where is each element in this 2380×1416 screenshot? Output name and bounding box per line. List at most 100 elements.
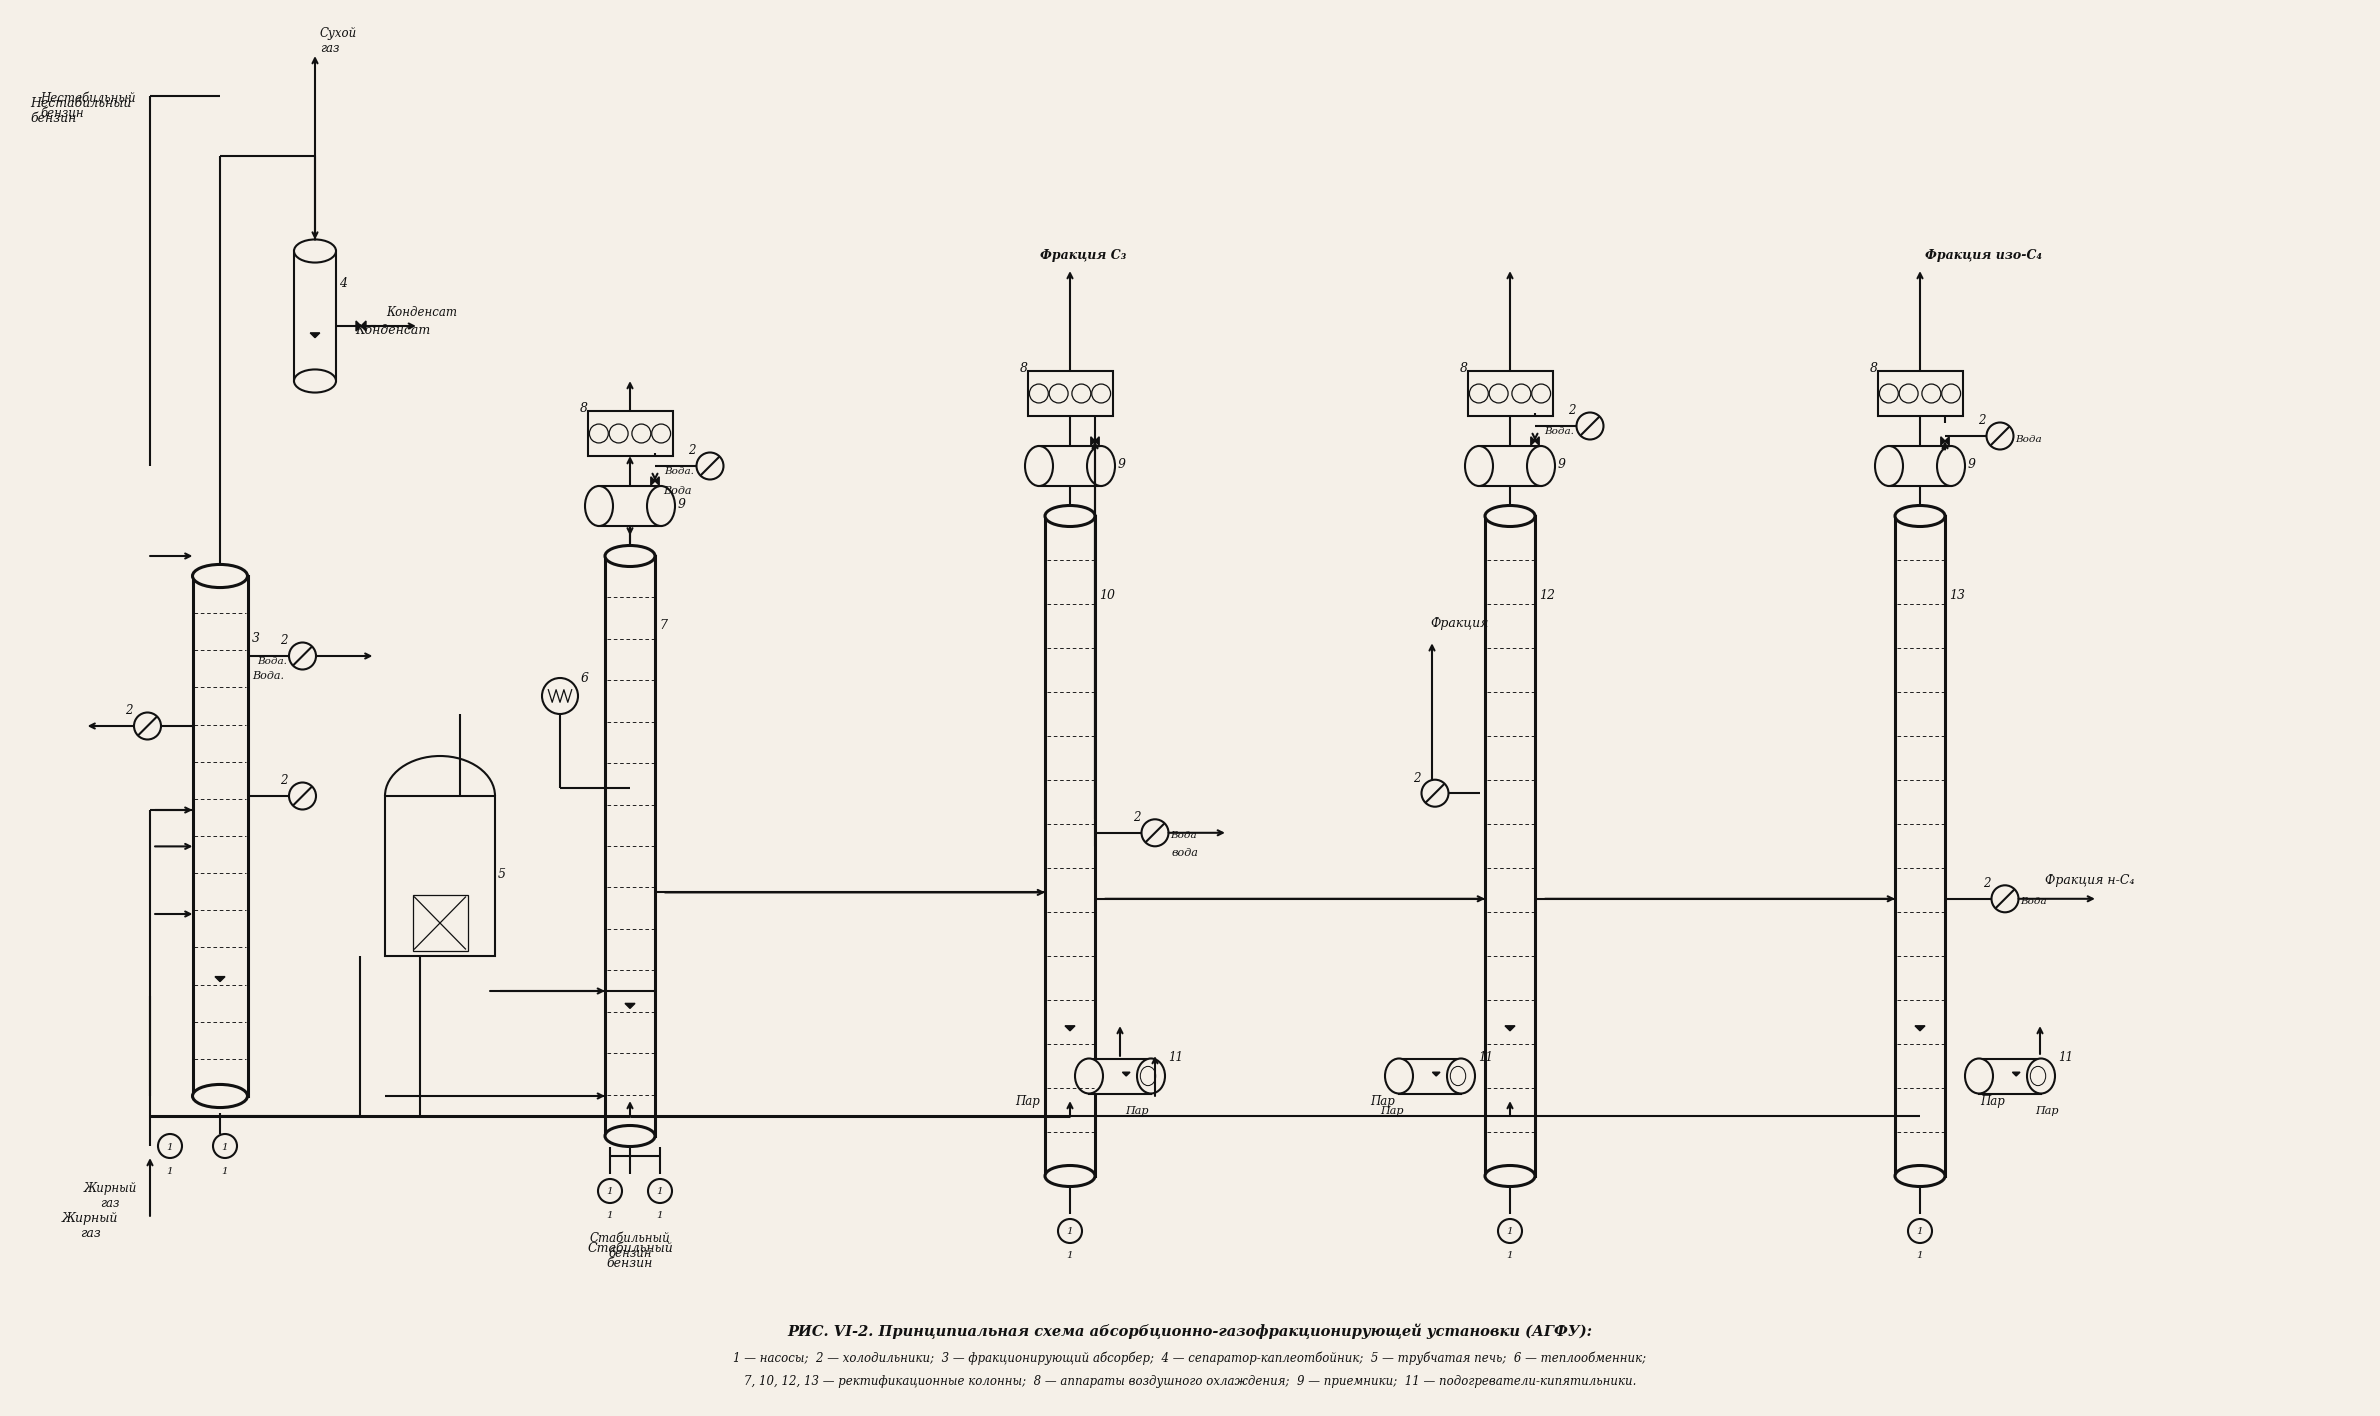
- Polygon shape: [1535, 436, 1540, 445]
- Text: 12: 12: [1540, 589, 1554, 602]
- Text: 1: 1: [1916, 1228, 1923, 1236]
- Bar: [1478, 446, 1540, 486]
- Circle shape: [1576, 412, 1604, 439]
- Circle shape: [133, 712, 162, 739]
- Ellipse shape: [1076, 1059, 1102, 1093]
- Text: Пар: Пар: [2035, 1106, 2059, 1116]
- Text: 7, 10, 12, 13 — ректификационные колонны;  8 — аппараты воздушного охлаждения;  : 7, 10, 12, 13 — ректификационные колонны…: [745, 1375, 1635, 1388]
- Ellipse shape: [1966, 1059, 1992, 1093]
- Circle shape: [609, 423, 628, 443]
- Ellipse shape: [1385, 1059, 1414, 1093]
- Circle shape: [633, 423, 650, 443]
- Text: 2: 2: [1568, 405, 1576, 418]
- Text: 8: 8: [578, 402, 588, 415]
- Text: Пар: Пар: [1016, 1095, 1040, 1107]
- Ellipse shape: [2030, 1066, 2047, 1086]
- Circle shape: [1899, 384, 1918, 404]
- Text: Пар: Пар: [1380, 1106, 1404, 1116]
- Text: РИС. VI-2. Принципиальная схема абсорбционно-газофракционирующей установки (АГФУ: РИС. VI-2. Принципиальная схема абсорбци…: [788, 1323, 1592, 1338]
- Polygon shape: [309, 333, 319, 337]
- Circle shape: [652, 423, 671, 443]
- Bar: [600, 486, 662, 525]
- Text: Фракция: Фракция: [1430, 617, 1488, 630]
- Circle shape: [1031, 384, 1047, 404]
- Text: 4: 4: [338, 278, 347, 290]
- Text: Фракция изо-С₄: Фракция изо-С₄: [1925, 249, 2042, 262]
- Text: 1: 1: [1066, 1252, 1073, 1260]
- Text: 2: 2: [1983, 878, 1990, 891]
- Text: Жирный
газ: Жирный газ: [83, 1182, 136, 1211]
- Ellipse shape: [193, 565, 248, 588]
- Polygon shape: [362, 321, 367, 331]
- Ellipse shape: [1894, 506, 1944, 527]
- Text: 11: 11: [1169, 1051, 1183, 1063]
- Circle shape: [1059, 1219, 1083, 1243]
- Text: Конденсат: Конденсат: [386, 306, 457, 319]
- Text: Вода.: Вода.: [257, 657, 288, 666]
- Text: 6: 6: [581, 671, 588, 684]
- Text: 1: 1: [1507, 1228, 1514, 1236]
- Bar: [295, 251, 336, 381]
- Text: Стабильный
бензин: Стабильный бензин: [588, 1242, 674, 1270]
- Polygon shape: [650, 477, 654, 486]
- Circle shape: [597, 1180, 621, 1204]
- Circle shape: [1092, 384, 1111, 404]
- Circle shape: [1942, 384, 1961, 404]
- Ellipse shape: [1447, 1059, 1476, 1093]
- Bar: [1894, 515, 1944, 1177]
- Text: Вода.: Вода.: [664, 466, 695, 476]
- Text: Пар: Пар: [1126, 1106, 1150, 1116]
- Circle shape: [543, 678, 578, 714]
- Text: 2: 2: [688, 445, 695, 457]
- Ellipse shape: [1485, 1165, 1535, 1187]
- Bar: [1878, 371, 1964, 416]
- Ellipse shape: [1449, 1066, 1466, 1086]
- Circle shape: [157, 1134, 181, 1158]
- Ellipse shape: [585, 486, 614, 525]
- Circle shape: [697, 453, 724, 480]
- Circle shape: [1533, 384, 1552, 404]
- Circle shape: [1142, 820, 1169, 847]
- Ellipse shape: [605, 1126, 654, 1147]
- Text: 11: 11: [1478, 1051, 1492, 1063]
- Ellipse shape: [1140, 1066, 1157, 1086]
- Polygon shape: [1064, 1025, 1076, 1031]
- Ellipse shape: [1026, 446, 1052, 486]
- Circle shape: [1468, 384, 1488, 404]
- Bar: [193, 576, 248, 1096]
- Text: 13: 13: [1949, 589, 1966, 602]
- Circle shape: [212, 1134, 238, 1158]
- Text: Вода: Вода: [1171, 831, 1197, 840]
- Circle shape: [288, 783, 317, 810]
- Text: Нестабильный
бензин: Нестабильный бензин: [31, 98, 131, 125]
- Bar: [1090, 1059, 1152, 1093]
- Ellipse shape: [1138, 1059, 1164, 1093]
- Text: Фракция С₃: Фракция С₃: [1040, 249, 1126, 262]
- Circle shape: [1880, 384, 1899, 404]
- Text: 2: 2: [1414, 772, 1421, 784]
- Text: 5: 5: [497, 868, 507, 881]
- Polygon shape: [1095, 436, 1100, 445]
- Text: 1: 1: [657, 1212, 664, 1221]
- Ellipse shape: [1466, 446, 1492, 486]
- Bar: [1040, 446, 1102, 486]
- Circle shape: [1987, 422, 2013, 449]
- Text: Вода: Вода: [664, 486, 693, 496]
- Bar: [412, 895, 466, 952]
- Ellipse shape: [2028, 1059, 2054, 1093]
- Circle shape: [1511, 384, 1530, 404]
- Circle shape: [590, 423, 609, 443]
- Text: 1: 1: [167, 1167, 174, 1175]
- Bar: [1485, 515, 1535, 1177]
- Text: 2: 2: [1133, 811, 1140, 824]
- Text: 1: 1: [221, 1167, 228, 1175]
- Polygon shape: [1944, 436, 1949, 445]
- Bar: [1980, 1059, 2042, 1093]
- Text: Сухой
газ: Сухой газ: [319, 27, 357, 55]
- Text: 8: 8: [1871, 362, 1878, 375]
- Text: Пар: Пар: [1371, 1095, 1395, 1107]
- Ellipse shape: [1875, 446, 1904, 486]
- Text: 1: 1: [1507, 1252, 1514, 1260]
- Text: Вода: Вода: [2016, 435, 2042, 443]
- Text: 2: 2: [126, 705, 133, 718]
